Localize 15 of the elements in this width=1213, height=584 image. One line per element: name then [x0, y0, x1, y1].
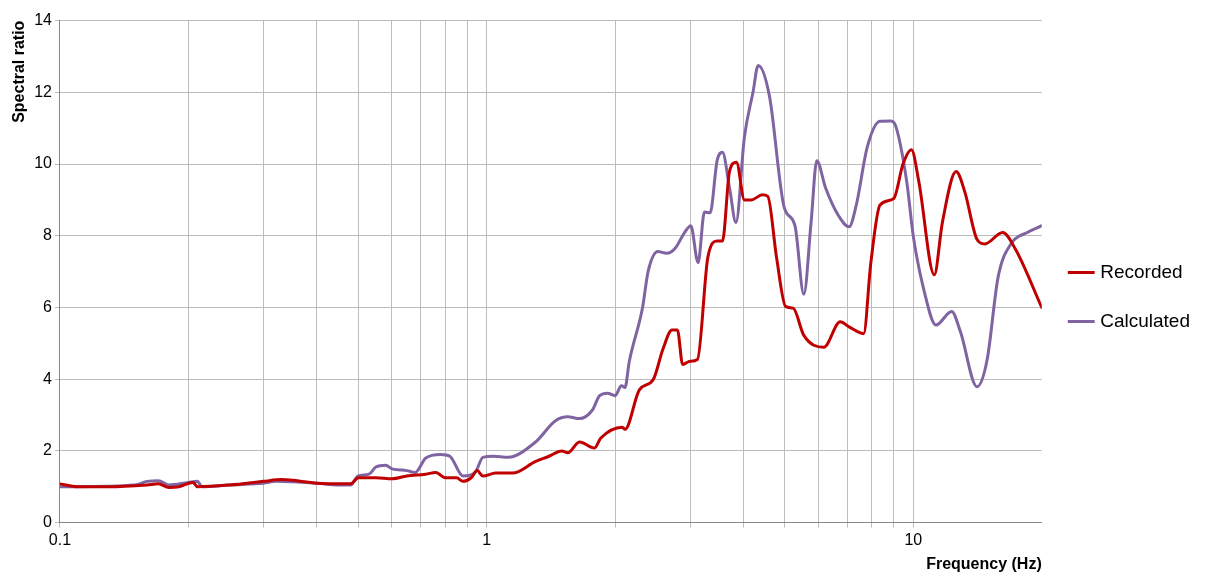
y-tick-label: 10 — [34, 154, 53, 172]
x-axis-title: Frequency (Hz) — [926, 554, 1042, 572]
y-tick-label: 4 — [43, 369, 53, 387]
y-tick-label: 2 — [43, 441, 53, 459]
y-tick-label: 6 — [43, 297, 53, 315]
legend-label: Recorded — [1100, 260, 1183, 282]
legend-label: Calculated — [1100, 309, 1190, 331]
y-tick-label: 14 — [34, 11, 53, 29]
y-tick-label: 12 — [34, 82, 53, 100]
x-tick-label: 10 — [904, 530, 923, 548]
y-tick-label: 0 — [43, 513, 53, 531]
x-tick-label: 0.1 — [48, 530, 72, 548]
x-tick-label: 1 — [482, 530, 492, 548]
y-axis-title: Spectral ratio — [10, 20, 28, 123]
y-tick-label: 8 — [43, 226, 53, 244]
